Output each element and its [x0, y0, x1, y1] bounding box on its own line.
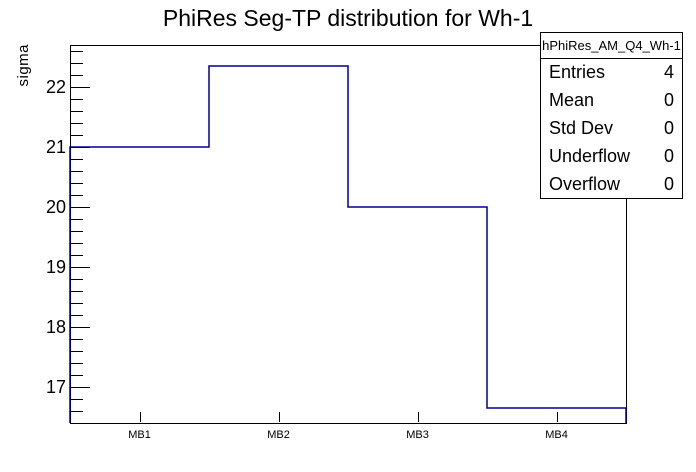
y-tick-label: 20 — [45, 196, 66, 217]
x-tick-label: MB1 — [128, 429, 151, 441]
x-tick-label: MB2 — [267, 429, 290, 441]
stats-value: 0 — [663, 145, 674, 166]
x-tick-label: MB3 — [406, 429, 429, 441]
stats-value: 0 — [663, 117, 674, 138]
stats-row-entries: Entries 4 — [541, 59, 682, 87]
stats-label: Mean — [549, 90, 595, 111]
stats-value: 4 — [663, 62, 674, 83]
stats-box-title: hPhiRes_AM_Q4_Wh-1 — [541, 33, 682, 59]
stats-label: Entries — [549, 62, 606, 83]
y-tick-label: 17 — [45, 376, 66, 397]
histogram-line — [69, 65, 627, 423]
stats-row-overflow: Overflow 0 — [541, 170, 682, 198]
y-tick-label: 22 — [45, 76, 66, 97]
stats-label: Underflow — [549, 145, 631, 166]
y-tick-label: 19 — [45, 256, 66, 277]
y-tick-label: 18 — [45, 316, 66, 337]
stats-row-underflow: Underflow 0 — [541, 142, 682, 170]
stats-value: 0 — [663, 173, 674, 194]
y-tick-label: 21 — [45, 136, 66, 157]
stats-label: Overflow — [549, 173, 621, 194]
stats-value: 0 — [663, 90, 674, 111]
stats-row-stddev: Std Dev 0 — [541, 115, 682, 143]
chart-title: PhiRes Seg-TP distribution for Wh-1 — [162, 5, 534, 31]
stats-row-mean: Mean 0 — [541, 87, 682, 115]
stats-box: hPhiRes_AM_Q4_Wh-1 Entries 4 Mean 0 Std … — [540, 32, 683, 199]
stats-label: Std Dev — [549, 117, 614, 138]
x-tick-label: MB4 — [545, 429, 568, 441]
